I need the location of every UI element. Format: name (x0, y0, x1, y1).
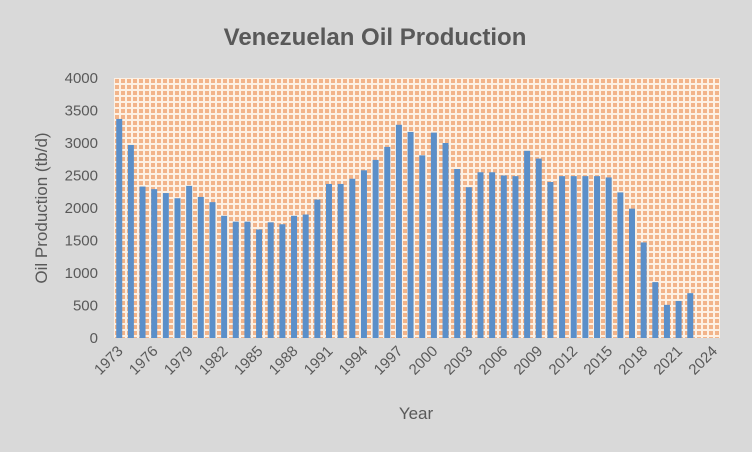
bar-2007 (512, 176, 519, 338)
bar-1978 (174, 198, 181, 338)
bar-2014 (594, 176, 601, 338)
bar-1999 (419, 155, 426, 338)
bar-2012 (570, 176, 577, 338)
y-axis-label: Oil Production (tb/d) (32, 132, 51, 283)
bar-2005 (489, 172, 496, 338)
bar-1985 (256, 229, 263, 338)
x-tick-label: 1991 (301, 343, 337, 379)
y-tick-label: 4000 (65, 70, 98, 87)
y-tick-label: 1000 (65, 265, 98, 282)
chart-title: Venezuelan Oil Production (224, 24, 527, 51)
x-tick-label: 2000 (406, 343, 442, 379)
x-tick-label: 1994 (336, 343, 372, 379)
bar-2000 (430, 132, 437, 338)
bar-1982 (221, 215, 228, 338)
bar-1996 (384, 146, 391, 338)
x-tick-label: 1976 (126, 343, 162, 379)
x-tick-label: 2018 (615, 343, 651, 379)
bar-1993 (349, 178, 356, 338)
bar-2022 (687, 293, 694, 338)
bar-1997 (395, 124, 402, 338)
bar-1986 (267, 222, 274, 338)
bar-1994 (360, 170, 367, 338)
bar-1974 (127, 144, 134, 338)
bar-2009 (535, 158, 542, 338)
x-tick-label: 2012 (546, 343, 582, 379)
y-tick-label: 0 (90, 330, 98, 347)
bar-2020 (663, 304, 670, 338)
bar-1995 (372, 159, 379, 338)
x-tick-label: 1979 (161, 343, 197, 379)
x-axis-label: Year (399, 404, 434, 423)
y-tick-label: 2500 (65, 168, 98, 185)
x-tick-label: 2003 (441, 343, 477, 379)
bar-1973 (116, 118, 123, 338)
bar-2002 (454, 169, 461, 338)
y-tick-label: 3500 (65, 103, 98, 120)
y-tick-label: 3000 (65, 135, 98, 152)
y-tick-label: 2000 (65, 200, 98, 217)
bar-2003 (465, 187, 472, 338)
bar-2013 (582, 176, 589, 338)
x-tick-label: 2021 (650, 343, 686, 379)
bar-2011 (559, 176, 566, 338)
bar-1979 (186, 185, 193, 338)
bar-2006 (500, 175, 507, 338)
bar-2017 (628, 208, 635, 338)
bar-1987 (279, 224, 286, 338)
bar-1991 (325, 183, 332, 338)
x-tick-label: 1982 (196, 343, 232, 379)
bar-2010 (547, 182, 554, 338)
bar-2021 (675, 300, 682, 338)
bar-2019 (652, 282, 659, 338)
bar-1984 (244, 221, 251, 338)
bar-1977 (162, 193, 169, 338)
x-tick-label: 2024 (685, 343, 721, 379)
bar-2008 (524, 150, 531, 338)
x-tick-label: 1997 (371, 343, 407, 379)
bar-2001 (442, 143, 449, 338)
x-tick-label: 1988 (266, 343, 302, 379)
y-tick-label: 1500 (65, 233, 98, 250)
bar-1975 (139, 186, 146, 338)
x-tick-label: 1973 (91, 343, 127, 379)
bar-1988 (291, 215, 298, 338)
x-tick-label: 2015 (580, 343, 616, 379)
bar-1992 (337, 183, 344, 338)
x-tick-label: 2009 (511, 343, 547, 379)
bar-2016 (617, 192, 624, 338)
y-tick-label: 500 (73, 298, 98, 315)
bar-2018 (640, 242, 647, 338)
x-tick-label: 1985 (231, 343, 267, 379)
bar-1990 (314, 199, 321, 338)
bar-1983 (232, 221, 239, 338)
x-tick-label: 2006 (476, 343, 512, 379)
bar-2015 (605, 177, 612, 338)
bar-2004 (477, 172, 484, 338)
bar-1976 (151, 189, 158, 338)
bar-1998 (407, 131, 414, 338)
bar-1981 (209, 202, 216, 338)
bar-1989 (302, 214, 309, 338)
bar-1980 (197, 196, 204, 338)
